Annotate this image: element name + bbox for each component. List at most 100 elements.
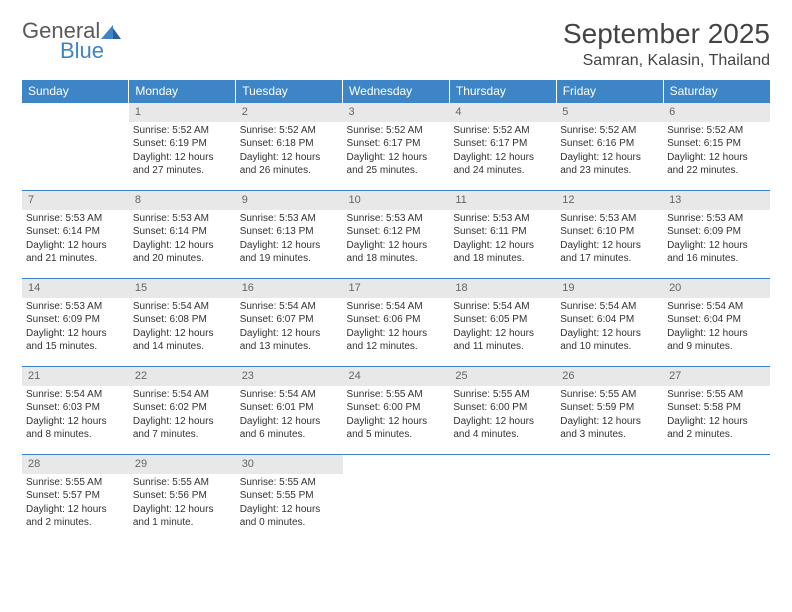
day-number: 19 [556, 279, 663, 298]
header: GeneralBlue September 2025 Samran, Kalas… [22, 18, 770, 70]
calendar-week-row: 28Sunrise: 5:55 AMSunset: 5:57 PMDayligh… [22, 455, 770, 543]
daylight-text: Daylight: 12 hours and 11 minutes. [453, 327, 552, 354]
daylight-text: Daylight: 12 hours and 5 minutes. [347, 415, 446, 442]
calendar-day-cell: 15Sunrise: 5:54 AMSunset: 6:08 PMDayligh… [129, 279, 236, 367]
sunrise-text: Sunrise: 5:52 AM [240, 124, 339, 138]
sunrise-text: Sunrise: 5:55 AM [667, 388, 766, 402]
sunset-text: Sunset: 6:01 PM [240, 401, 339, 415]
calendar-day-cell: 3Sunrise: 5:52 AMSunset: 6:17 PMDaylight… [343, 103, 450, 191]
logo-text-blue: Blue [60, 38, 123, 64]
day-number: 7 [22, 191, 129, 210]
day-number: 29 [129, 455, 236, 474]
daylight-text: Daylight: 12 hours and 26 minutes. [240, 151, 339, 178]
day-number: 2 [236, 103, 343, 122]
day-details: Sunrise: 5:55 AMSunset: 5:57 PMDaylight:… [22, 474, 129, 534]
day-details: Sunrise: 5:55 AMSunset: 6:00 PMDaylight:… [449, 386, 556, 446]
sunset-text: Sunset: 6:16 PM [560, 137, 659, 151]
sunrise-text: Sunrise: 5:55 AM [453, 388, 552, 402]
day-number: 20 [663, 279, 770, 298]
day-details: Sunrise: 5:53 AMSunset: 6:09 PMDaylight:… [22, 298, 129, 358]
sunrise-text: Sunrise: 5:55 AM [26, 476, 125, 490]
day-number: 26 [556, 367, 663, 386]
day-number: 27 [663, 367, 770, 386]
sunrise-text: Sunrise: 5:52 AM [560, 124, 659, 138]
weekday-header: Monday [129, 80, 236, 103]
day-number: 3 [343, 103, 450, 122]
sunset-text: Sunset: 6:07 PM [240, 313, 339, 327]
day-details: Sunrise: 5:55 AMSunset: 6:00 PMDaylight:… [343, 386, 450, 446]
calendar-day-cell: 4Sunrise: 5:52 AMSunset: 6:17 PMDaylight… [449, 103, 556, 191]
daylight-text: Daylight: 12 hours and 1 minute. [133, 503, 232, 530]
day-details: Sunrise: 5:55 AMSunset: 5:58 PMDaylight:… [663, 386, 770, 446]
sunset-text: Sunset: 5:59 PM [560, 401, 659, 415]
sunset-text: Sunset: 6:14 PM [26, 225, 125, 239]
day-details: Sunrise: 5:52 AMSunset: 6:17 PMDaylight:… [449, 122, 556, 182]
sunrise-text: Sunrise: 5:53 AM [453, 212, 552, 226]
sunrise-text: Sunrise: 5:55 AM [240, 476, 339, 490]
calendar-week-row: 14Sunrise: 5:53 AMSunset: 6:09 PMDayligh… [22, 279, 770, 367]
month-title: September 2025 [563, 18, 770, 50]
sunrise-text: Sunrise: 5:52 AM [347, 124, 446, 138]
day-number: 4 [449, 103, 556, 122]
weekday-header: Sunday [22, 80, 129, 103]
sunrise-text: Sunrise: 5:52 AM [453, 124, 552, 138]
calendar-day-cell: 8Sunrise: 5:53 AMSunset: 6:14 PMDaylight… [129, 191, 236, 279]
sunrise-text: Sunrise: 5:53 AM [240, 212, 339, 226]
calendar-day-cell: 11Sunrise: 5:53 AMSunset: 6:11 PMDayligh… [449, 191, 556, 279]
calendar-day-cell: 5 Sunrise: 5:52 AMSunset: 6:16 PMDaylight… [556, 103, 663, 191]
day-number: 17 [343, 279, 450, 298]
weekday-header: Saturday [663, 80, 770, 103]
calendar-day-cell: 29Sunrise: 5:55 AMSunset: 5:56 PMDayligh… [129, 455, 236, 543]
day-number: 5 [556, 103, 663, 122]
calendar-day-cell: 27Sunrise: 5:55 AMSunset: 5:58 PMDayligh… [663, 367, 770, 455]
sunset-text: Sunset: 6:19 PM [133, 137, 232, 151]
sunrise-text: Sunrise: 5:53 AM [667, 212, 766, 226]
calendar-day-cell: 14Sunrise: 5:53 AMSunset: 6:09 PMDayligh… [22, 279, 129, 367]
calendar-day-cell: 30Sunrise: 5:55 AMSunset: 5:55 PMDayligh… [236, 455, 343, 543]
sunset-text: Sunset: 5:55 PM [240, 489, 339, 503]
calendar-table: Sunday Monday Tuesday Wednesday Thursday… [22, 80, 770, 543]
sunset-text: Sunset: 5:56 PM [133, 489, 232, 503]
daylight-text: Daylight: 12 hours and 2 minutes. [26, 503, 125, 530]
daylight-text: Daylight: 12 hours and 8 minutes. [26, 415, 125, 442]
daylight-text: Daylight: 12 hours and 9 minutes. [667, 327, 766, 354]
calendar-day-cell: 9Sunrise: 5:53 AMSunset: 6:13 PMDaylight… [236, 191, 343, 279]
sunrise-text: Sunrise: 5:53 AM [347, 212, 446, 226]
sunrise-text: Sunrise: 5:53 AM [133, 212, 232, 226]
sunset-text: Sunset: 6:17 PM [347, 137, 446, 151]
daylight-text: Daylight: 12 hours and 3 minutes. [560, 415, 659, 442]
daylight-text: Daylight: 12 hours and 19 minutes. [240, 239, 339, 266]
day-details: Sunrise: 5:53 AMSunset: 6:12 PMDaylight:… [343, 210, 450, 270]
day-number: 23 [236, 367, 343, 386]
calendar-day-cell [663, 455, 770, 543]
location-text: Samran, Kalasin, Thailand [563, 52, 770, 70]
sunrise-text: Sunrise: 5:54 AM [240, 300, 339, 314]
daylight-text: Daylight: 12 hours and 2 minutes. [667, 415, 766, 442]
sunset-text: Sunset: 6:08 PM [133, 313, 232, 327]
calendar-day-cell: 17Sunrise: 5:54 AMSunset: 6:06 PMDayligh… [343, 279, 450, 367]
calendar-day-cell: 22Sunrise: 5:54 AMSunset: 6:02 PMDayligh… [129, 367, 236, 455]
logo-triangle-icon [101, 25, 123, 41]
daylight-text: Daylight: 12 hours and 27 minutes. [133, 151, 232, 178]
day-details: Sunrise: 5:52 AMSunset: 6:17 PMDaylight:… [343, 122, 450, 182]
day-number: 15 [129, 279, 236, 298]
day-details: Sunrise: 5:54 AMSunset: 6:08 PMDaylight:… [129, 298, 236, 358]
daylight-text: Daylight: 12 hours and 10 minutes. [560, 327, 659, 354]
calendar-day-cell: 19Sunrise: 5:54 AMSunset: 6:04 PMDayligh… [556, 279, 663, 367]
daylight-text: Daylight: 12 hours and 17 minutes. [560, 239, 659, 266]
sunrise-text: Sunrise: 5:54 AM [26, 388, 125, 402]
sunset-text: Sunset: 6:18 PM [240, 137, 339, 151]
weekday-header: Tuesday [236, 80, 343, 103]
day-details: Sunrise: 5:52 AMSunset: 6:15 PMDaylight:… [663, 122, 770, 182]
sunset-text: Sunset: 6:04 PM [560, 313, 659, 327]
sunrise-text: Sunrise: 5:53 AM [560, 212, 659, 226]
daylight-text: Daylight: 12 hours and 13 minutes. [240, 327, 339, 354]
day-number: 22 [129, 367, 236, 386]
day-details: Sunrise: 5:54 AMSunset: 6:04 PMDaylight:… [663, 298, 770, 358]
sunset-text: Sunset: 6:14 PM [133, 225, 232, 239]
weekday-header-row: Sunday Monday Tuesday Wednesday Thursday… [22, 80, 770, 103]
calendar-week-row: 1Sunrise: 5:52 AMSunset: 6:19 PMDaylight… [22, 103, 770, 191]
daylight-text: Daylight: 12 hours and 23 minutes. [560, 151, 659, 178]
sunset-text: Sunset: 6:04 PM [667, 313, 766, 327]
day-details: Sunrise: 5:53 AMSunset: 6:09 PMDaylight:… [663, 210, 770, 270]
